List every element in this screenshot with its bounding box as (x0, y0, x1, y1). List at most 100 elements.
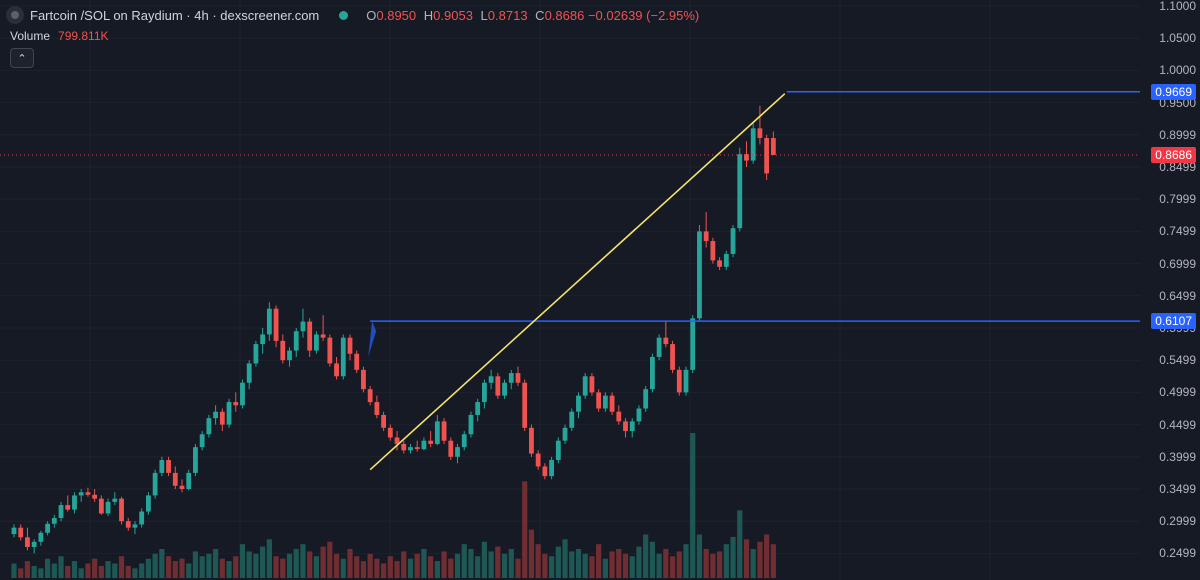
candle-body (334, 363, 339, 377)
candle-body (11, 527, 17, 535)
volume-bar (555, 546, 561, 578)
candle-body (260, 334, 266, 345)
candle-body (307, 321, 313, 351)
drawings[interactable] (0, 90, 1140, 471)
collapse-legend-button[interactable]: ⌃ (10, 48, 34, 68)
volume-bar (58, 556, 64, 578)
candle-body (233, 402, 239, 406)
volume-bar (327, 541, 333, 578)
candle-body (199, 434, 205, 448)
volume-bar (750, 549, 756, 578)
candle-body (535, 453, 541, 467)
volume-bar (528, 529, 535, 578)
ohlc-values: O0.8950 H0.9053 L0.8713 C0.8686 −0.02639… (362, 8, 699, 23)
candle-body (92, 494, 98, 499)
volume-bar (589, 556, 595, 578)
price-tick-label: 0.7499 (1159, 224, 1196, 239)
volume-bar (441, 551, 447, 578)
volume-bar (219, 558, 225, 578)
candle-body (320, 334, 326, 338)
candle-body (690, 318, 696, 370)
volume-bar (770, 544, 776, 578)
candle-body (609, 395, 615, 412)
candle-body (710, 241, 716, 261)
candle-body (414, 447, 420, 450)
candle-body (764, 138, 770, 174)
volume-bar (609, 551, 615, 578)
volume-bar (145, 558, 151, 578)
volume-bar (743, 539, 750, 578)
volume-bar (78, 568, 84, 578)
candle-body (643, 389, 649, 409)
volume-bar (475, 556, 481, 578)
candle-body (455, 447, 460, 457)
volume-bar (387, 556, 393, 578)
volume-bar (239, 544, 246, 578)
volume-bar (622, 553, 629, 578)
volume-bar (434, 561, 440, 578)
symbol-title[interactable]: Fartcoin /SOL on Raydium · 4h · dexscree… (30, 7, 320, 23)
ohlc-low-value: 0.8713 (487, 7, 528, 23)
volume-bar (320, 546, 326, 578)
volume-bar (179, 558, 185, 578)
candle-body (347, 337, 353, 354)
volume-bar (495, 546, 501, 578)
volume-bar (105, 561, 111, 578)
volume-bar (125, 565, 131, 578)
ohlc-change: −0.02639 (−2.95%) (587, 7, 700, 23)
volume-bars (11, 433, 776, 578)
price-tick-label: 0.3499 (1159, 482, 1196, 496)
candle-body (670, 344, 675, 370)
candle-body (300, 321, 306, 332)
candle-body (18, 527, 24, 538)
volume-bar (656, 553, 662, 578)
trendline[interactable] (369, 93, 786, 471)
candle-body (314, 334, 319, 351)
candle-body (72, 495, 77, 510)
candle-body (287, 350, 292, 361)
candle-body (502, 382, 507, 396)
volume-value: 799.811K (58, 29, 109, 43)
candle-body (697, 231, 702, 319)
price-tick-label: 0.8499 (1159, 160, 1196, 174)
price-tick-label: 0.4999 (1159, 385, 1196, 400)
volume-bar (730, 536, 736, 578)
volume-bar (360, 561, 367, 578)
volume-bar (549, 556, 555, 578)
candle-body (367, 389, 373, 403)
candle-body (434, 421, 440, 444)
volume-bar (602, 558, 608, 578)
candle-body (744, 154, 749, 161)
volume-bar (649, 541, 655, 578)
volume-bar (542, 553, 548, 578)
volume-bar (582, 553, 588, 578)
candle-body (562, 427, 568, 441)
candle-body (650, 356, 655, 390)
candle-body (636, 408, 642, 422)
volume-bar (206, 553, 212, 578)
candle-body (31, 541, 37, 547)
volume-bar (165, 556, 172, 578)
volume-bar (522, 481, 528, 578)
candle-body (730, 228, 736, 254)
candle-body (166, 460, 171, 473)
volume-bar (233, 556, 239, 578)
volume-bar (596, 544, 602, 578)
candle-body (461, 434, 467, 448)
candle-body (206, 418, 212, 435)
candle-body (78, 492, 84, 496)
volume-bar (461, 544, 467, 578)
candle-body (38, 532, 44, 542)
candle-body (246, 363, 252, 383)
candle-body (770, 138, 776, 156)
volume-bar (11, 563, 17, 578)
volume-bar (286, 553, 293, 578)
volume-bar (562, 539, 568, 578)
price-tick-label: 0.6999 (1159, 256, 1196, 271)
volume-bar (333, 553, 340, 578)
volume-bar (414, 553, 420, 578)
volume-bar (669, 556, 676, 578)
volume-bar (629, 556, 635, 578)
volume-bar (643, 534, 649, 578)
